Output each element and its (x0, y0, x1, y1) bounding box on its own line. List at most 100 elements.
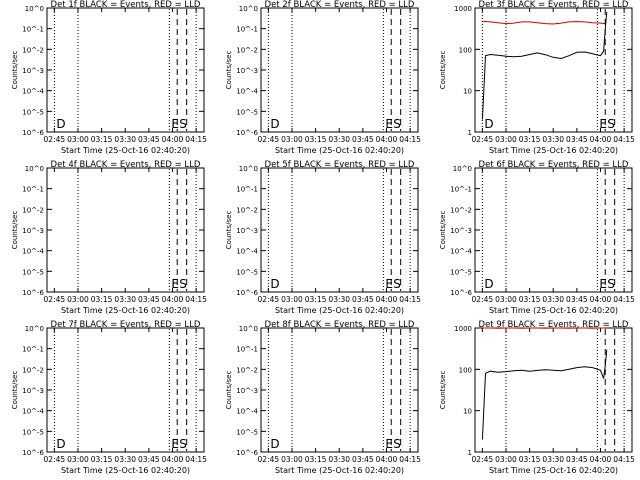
x-tick-label: 03:30 (114, 135, 136, 144)
y-tick-label: 1 (468, 129, 472, 137)
x-axis-label: Start Time (25-Oct-16 02:40:20) (489, 466, 618, 475)
x-tick-label: 03:15 (519, 135, 541, 144)
x-tick-label: 02:45 (44, 135, 66, 144)
y-axis-label: Counts/sec (439, 211, 447, 250)
x-axis-label: Start Time (25-Oct-16 02:40:20) (61, 466, 190, 475)
x-tick-label: 03:00 (281, 295, 303, 304)
x-tick-label: 03:45 (138, 295, 160, 304)
x-tick-label: 03:30 (328, 455, 350, 464)
x-tick-label: 03:00 (67, 135, 89, 144)
y-tick-label: 10^-6 (236, 289, 258, 297)
y-axis-label: Counts/sec (225, 371, 233, 410)
x-tick-label: 02:45 (258, 295, 280, 304)
x-tick-label: 04:15 (185, 455, 207, 464)
y-axis-label: Counts/sec (225, 211, 233, 250)
marker-label: E (385, 437, 393, 451)
y-tick-label: 10^-1 (22, 26, 44, 34)
x-tick-label: 04:15 (613, 135, 635, 144)
y-tick-label: 10^0 (25, 5, 44, 13)
marker-label: E (171, 117, 179, 131)
y-tick-label: 10 (463, 88, 472, 96)
x-tick-label: 04:15 (613, 455, 635, 464)
y-tick-label: 10^-3 (236, 67, 258, 75)
chart-panel-3: Det 3f BLACK = Events, RED = LLD Counts/s… (439, 0, 635, 155)
x-tick-label: 03:45 (566, 295, 588, 304)
x-tick-label: 03:00 (495, 295, 517, 304)
x-tick-label: 03:00 (281, 135, 303, 144)
y-tick-label: 10^0 (453, 165, 472, 173)
y-tick-label: 10^-4 (22, 408, 44, 416)
y-tick-label: 10^-6 (22, 129, 44, 137)
series-line-1 (482, 20, 606, 25)
y-tick-label: 10^0 (239, 165, 258, 173)
x-tick-label: 03:15 (91, 135, 113, 144)
y-axis-label: Counts/sec (11, 371, 19, 410)
y-axis-label: Counts/sec (439, 371, 447, 410)
marker-label: D (56, 437, 65, 451)
y-tick-label: 10^-1 (236, 346, 258, 354)
x-tick-label: 02:45 (258, 135, 280, 144)
x-tick-label: 02:45 (472, 135, 494, 144)
chart-panel-6: Det 6f BLACK = Events, RED = LLD Counts/s… (439, 160, 635, 315)
y-tick-label: 10^-3 (22, 67, 44, 75)
x-tick-label: 03:15 (91, 295, 113, 304)
y-tick-label: 10^-4 (22, 88, 44, 96)
marker-label: S (393, 437, 401, 451)
y-tick-label: 10^-3 (450, 227, 472, 235)
y-axis-label: Counts/sec (225, 51, 233, 90)
x-tick-label: 04:00 (376, 135, 398, 144)
x-tick-label: 02:45 (472, 295, 494, 304)
marker-label: D (484, 117, 493, 131)
x-tick-label: 04:00 (590, 455, 612, 464)
y-tick-label: 10^-2 (236, 46, 258, 54)
marker-label: E (171, 437, 179, 451)
y-axis-label: Counts/sec (11, 51, 19, 90)
x-axis-label: Start Time (25-Oct-16 02:40:20) (275, 466, 404, 475)
y-tick-label: 10^-6 (22, 449, 44, 457)
chart-panel-9: Det 9f BLACK = Events, RED = LLD Counts/s… (439, 320, 635, 475)
x-tick-label: 02:45 (44, 455, 66, 464)
x-tick-label: 03:45 (566, 455, 588, 464)
y-tick-label: 10^-4 (450, 248, 472, 256)
chart-title: Det 3f BLACK = Events, RED = LLD (479, 0, 629, 10)
x-tick-label: 03:30 (542, 295, 564, 304)
marker-label: E (599, 117, 607, 131)
y-tick-label: 10^-4 (236, 408, 258, 416)
x-tick-label: 03:30 (114, 455, 136, 464)
y-tick-label: 10^0 (239, 5, 258, 13)
x-tick-label: 03:30 (542, 455, 564, 464)
chart-panel-4: Det 4f BLACK = Events, RED = LLD Counts/s… (11, 160, 207, 315)
chart-title: Det 2f BLACK = Events, RED = LLD (265, 0, 415, 10)
marker-label: E (599, 277, 607, 291)
chart-title: Det 6f BLACK = Events, RED = LLD (479, 160, 629, 170)
chart-title: Det 8f BLACK = Events, RED = LLD (265, 320, 415, 330)
x-tick-label: 02:45 (44, 295, 66, 304)
y-tick-label: 10^-4 (236, 248, 258, 256)
y-tick-label: 10^0 (239, 325, 258, 333)
x-tick-label: 03:00 (67, 295, 89, 304)
y-tick-label: 10^-2 (236, 366, 258, 374)
x-tick-label: 03:15 (305, 455, 327, 464)
x-tick-label: 03:30 (114, 295, 136, 304)
y-tick-label: 10^-2 (450, 206, 472, 214)
y-tick-label: 10^0 (25, 325, 44, 333)
x-tick-label: 02:45 (472, 455, 494, 464)
plot-frame (46, 167, 205, 293)
marker-label: D (270, 117, 279, 131)
marker-label: E (385, 277, 393, 291)
x-tick-label: 03:45 (138, 135, 160, 144)
y-tick-label: 10^-1 (450, 186, 472, 194)
y-tick-label: 10^-1 (22, 346, 44, 354)
x-tick-label: 03:45 (352, 455, 374, 464)
y-tick-label: 10^-6 (236, 449, 258, 457)
chart-title: Det 9f BLACK = Events, RED = LLD (479, 320, 629, 330)
chart-panel-7: Det 7f BLACK = Events, RED = LLD Counts/s… (11, 320, 207, 475)
y-tick-label: 10^-5 (236, 428, 258, 436)
x-tick-label: 03:30 (328, 135, 350, 144)
chart-title: Det 7f BLACK = Events, RED = LLD (51, 320, 201, 330)
marker-label: S (179, 117, 187, 131)
y-tick-label: 10^-2 (22, 46, 44, 54)
marker-label: S (393, 277, 401, 291)
y-tick-label: 10^-1 (236, 26, 258, 34)
